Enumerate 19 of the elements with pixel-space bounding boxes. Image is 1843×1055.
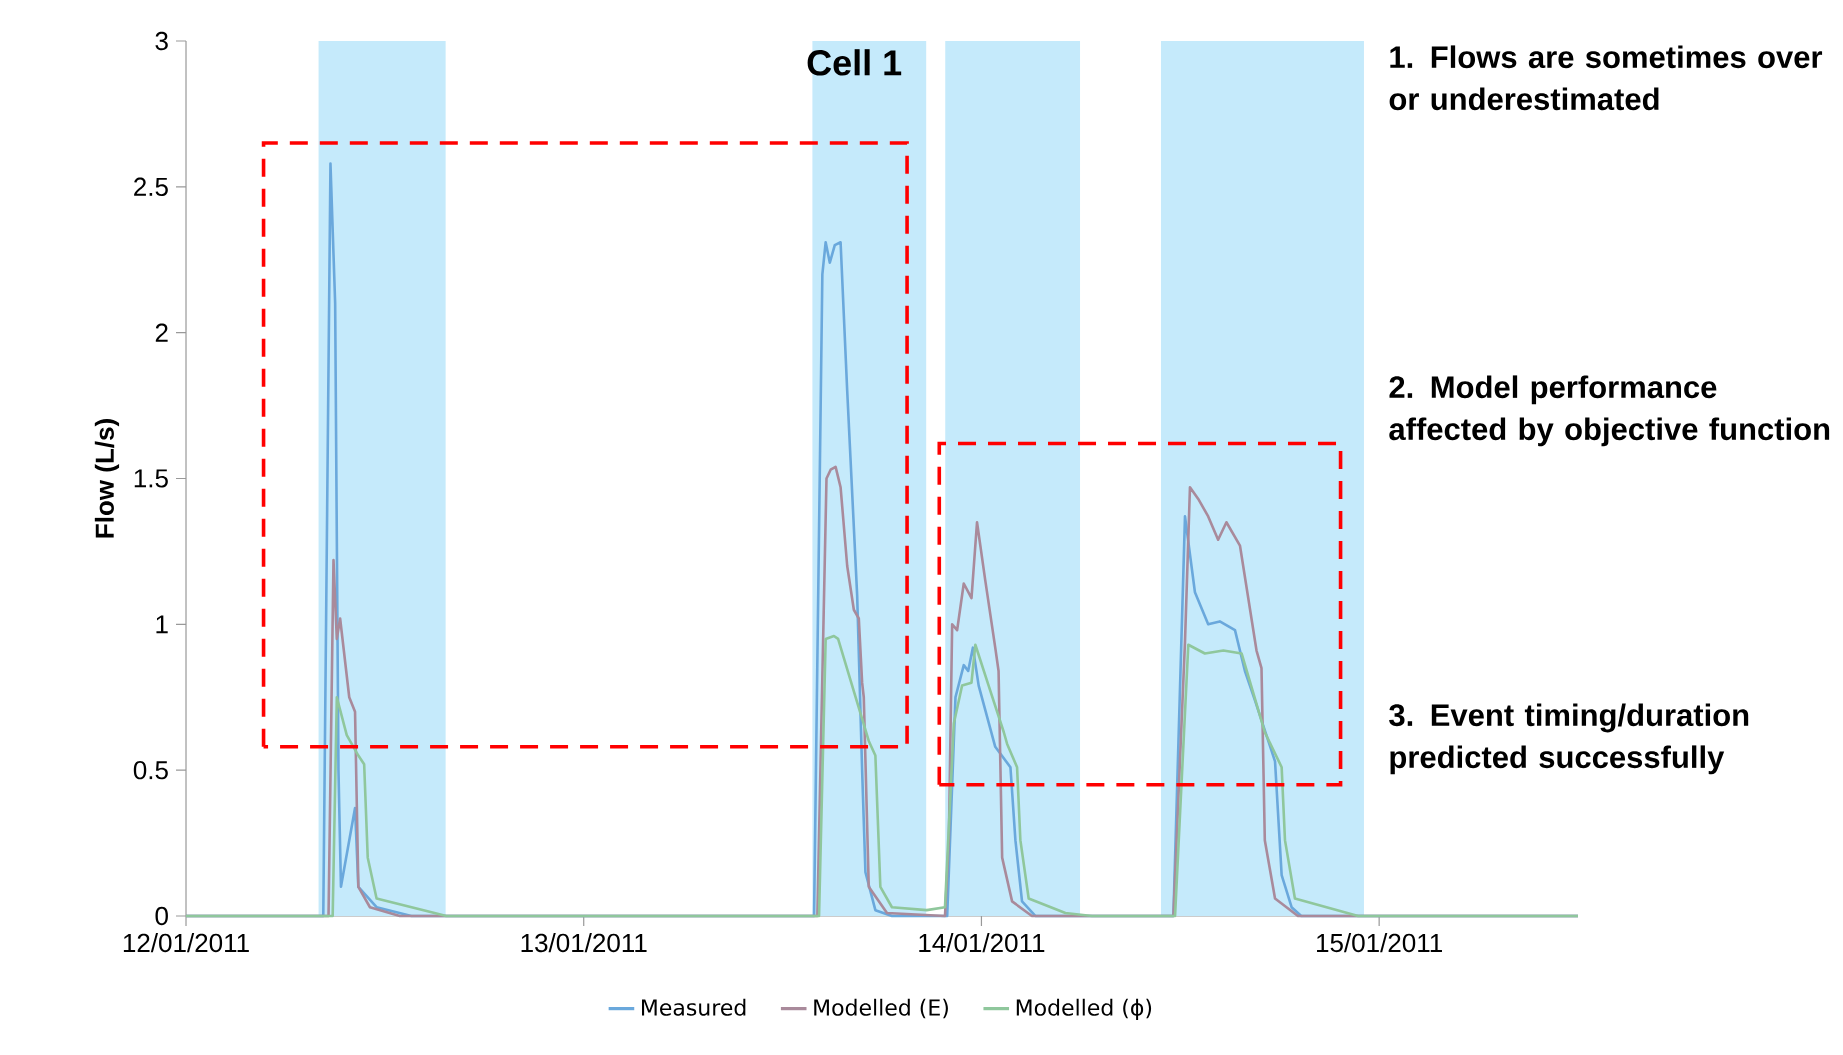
x-tick-label: 13/01/2011 — [521, 933, 647, 953]
x-tick-label: 15/01/2011 — [1317, 933, 1442, 953]
y-tick-label: 1.5 — [134, 469, 168, 488]
x-tick-label: 14/01/2011 — [919, 933, 1045, 953]
legend-label: Modelled (E) — [814, 998, 948, 1019]
y-tick-label: 1 — [156, 615, 168, 634]
legend-label: Modelled (ϕ) — [1016, 998, 1152, 1021]
y-axis-title: Flow (L/s) — [94, 419, 120, 538]
y-tick-label: 2 — [155, 323, 168, 342]
annotation: 3. Event timing/duration predicted successfully — [1389, 703, 1749, 775]
y-tick-label: 0 — [155, 906, 168, 926]
annotation: 2. Model performance affected by objective function — [1389, 375, 1830, 447]
annotation: 1. Flows are sometimes over or underestimated — [1389, 45, 1823, 111]
y-tick-label: 2.5 — [134, 177, 168, 197]
y-tick-label: 3 — [155, 31, 168, 51]
x-tick-label: 12/01/2011 — [123, 933, 249, 953]
y-tick-label: 0.5 — [133, 760, 168, 780]
chart-title: Cell 1 — [807, 49, 902, 76]
legend-label: Measured — [642, 998, 746, 1016]
